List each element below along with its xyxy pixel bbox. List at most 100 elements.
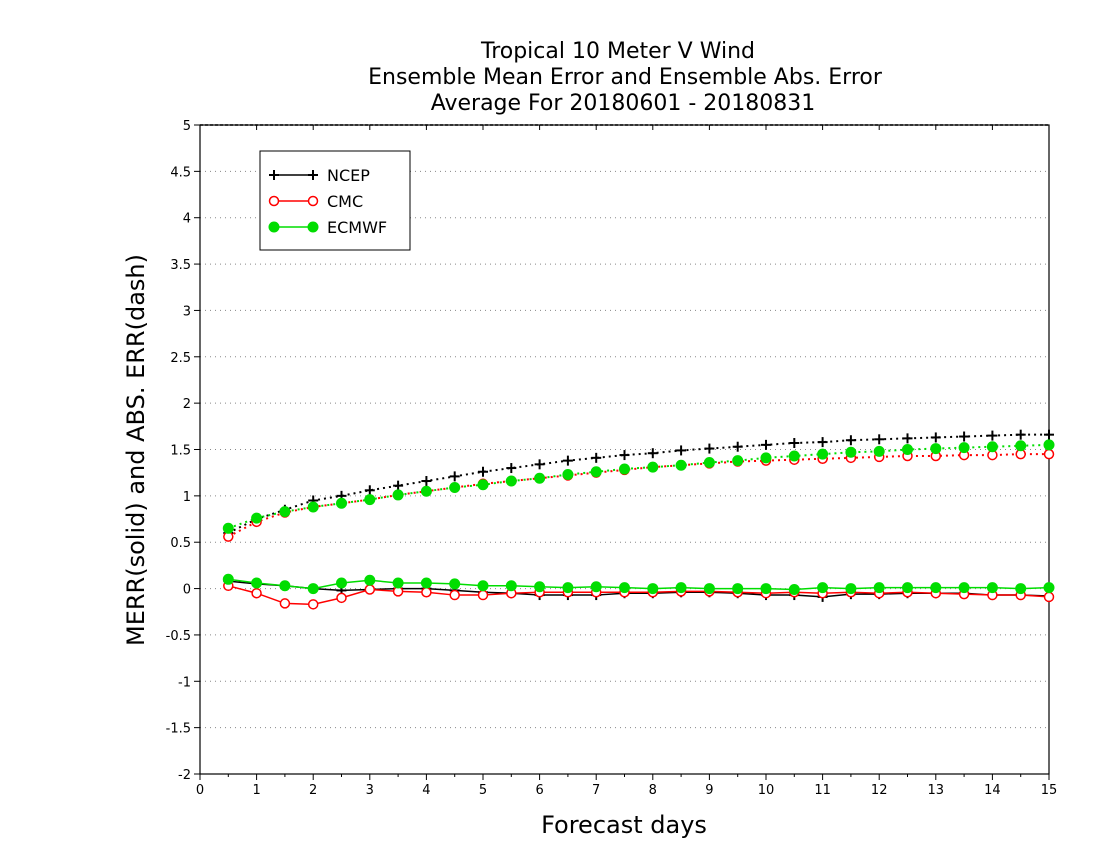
plot-series [222,429,1055,610]
y-tick-label: 0.5 [170,536,191,551]
grid [200,170,1049,729]
marker-filled-circle [703,583,715,595]
marker-open-circle [279,598,291,609]
marker-filled-circle [1043,582,1055,594]
marker-filled-circle [647,461,659,473]
marker-filled-circle [675,459,687,471]
legend-label-ecmwf: ECMWF [327,218,387,237]
marker-filled-circle [268,221,280,233]
y-tick-label: 3.5 [170,258,191,273]
marker-filled-circle [534,472,546,484]
marker-filled-circle [817,582,829,594]
marker-filled-circle [873,445,885,457]
marker-plus [393,480,404,491]
marker-filled-circle [619,582,630,594]
marker-open-circle [449,589,460,601]
marker-plus [1044,429,1054,440]
marker-open-circle [336,592,347,604]
marker-filled-circle [420,485,432,497]
marker-plus [534,459,545,470]
marker-filled-circle [477,479,489,491]
title-line-2: Ensemble Mean Error and Ensemble Abs. Er… [368,65,883,90]
marker-filled-circle [505,580,517,592]
legend-item-ncep: NCEP [269,166,370,185]
marker-filled-circle [1043,439,1055,451]
y-tick-label: 4.5 [170,165,191,180]
marker-plus [364,485,375,496]
ecmwf-markers [222,439,1055,595]
x-tick-label: 7 [592,783,600,798]
x-axis-label: Forecast days [541,811,707,839]
y-tick-label: 0 [183,583,191,598]
marker-filled-circle [279,580,291,592]
marker-filled-circle [477,580,489,592]
marker-filled-circle [703,456,715,468]
marker-plus [421,476,432,487]
marker-plus [761,439,771,450]
legend-label-ncep: NCEP [327,166,370,185]
axes: -2-1.5-1-0.500.511.522.533.544.550 1 2 3 4 5 6… [166,119,1058,798]
marker-plus [874,434,885,445]
marker-plus [902,433,913,444]
marker-filled-circle [760,583,772,595]
marker-plus [478,466,488,477]
marker-plus [562,455,573,466]
marker-filled-circle [251,512,263,524]
marker-plus [930,432,941,443]
x-tick-label: 1 [252,783,260,798]
y-tick-label: 2 [183,397,191,412]
y-tick-label: -0.5 [166,629,191,644]
x-tick-label: 9 [705,783,713,798]
y-tick-label: 5 [183,119,191,134]
legend-label-cmc: CMC [327,192,363,211]
x-tick-label: 2 [309,783,317,798]
marker-filled-circle [590,466,602,478]
title-line-1: Tropical 10 Meter V Wind [480,39,755,64]
marker-filled-circle [222,573,234,585]
marker-filled-circle [873,582,885,594]
x-tick-label: 0 [196,783,204,798]
x-tick-label: 8 [649,783,657,798]
marker-filled-circle [788,450,800,462]
marker-filled-circle [279,506,291,518]
marker-filled-circle [760,452,772,464]
marker-filled-circle [902,582,913,594]
y-tick-label: 4 [183,212,191,227]
marker-filled-circle [1015,583,1027,595]
marker-filled-circle [307,221,319,233]
x-tick-label: 11 [814,783,831,798]
marker-filled-circle [505,475,517,487]
marker-open-circle [1043,448,1055,460]
chart-title: Tropical 10 Meter V Wind Ensemble Mean E… [368,39,883,116]
marker-filled-circle [364,574,376,586]
x-tick-label: 10 [758,783,775,798]
x-tick-label: 4 [422,783,430,798]
marker-plus [269,170,279,180]
marker-plus [676,445,687,456]
marker-filled-circle [392,577,404,589]
y-tick-label: 1 [183,490,191,505]
marker-filled-circle [986,441,998,453]
marker-filled-circle [1015,440,1027,452]
marker-filled-circle [845,583,857,595]
marker-open-circle [421,587,432,598]
marker-filled-circle [958,442,970,454]
marker-filled-circle [307,583,319,595]
marker-plus [619,450,630,461]
y-tick-label: 1.5 [170,444,191,459]
marker-open-circle [477,589,489,601]
marker-filled-circle [788,583,800,595]
marker-filled-circle [562,469,574,481]
y-tick-label: -1 [178,675,191,690]
marker-plus [647,448,658,459]
y-tick-label: -1.5 [166,722,191,737]
marker-plus [449,471,460,482]
marker-filled-circle [958,582,970,594]
x-tick-label: 6 [535,783,543,798]
marker-filled-circle [732,583,744,595]
ecmwf-merr-line [228,578,1050,591]
marker-filled-circle [817,448,829,460]
ecmwf-abs-err-line [227,443,1050,530]
x-tick-label: 14 [984,783,1001,798]
